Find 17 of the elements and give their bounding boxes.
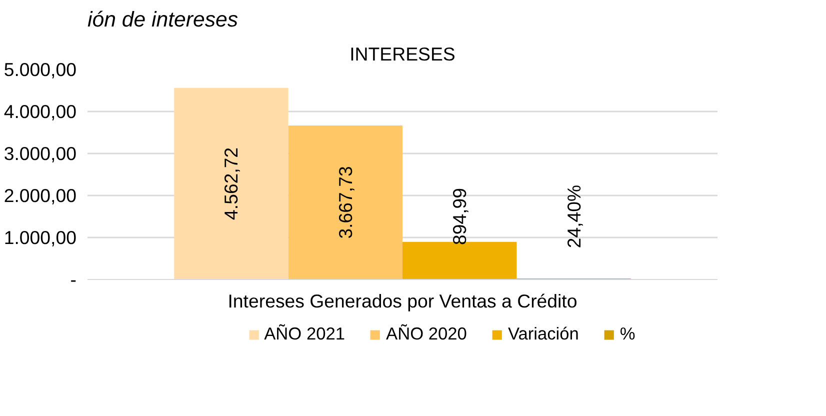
legend-label: AÑO 2020 bbox=[386, 324, 467, 344]
y-tick-label: 2.000,00 bbox=[4, 185, 77, 206]
legend-label: % bbox=[620, 324, 636, 344]
y-tick-label: 1.000,00 bbox=[4, 227, 77, 248]
x-tick-label: Intereses Generados por Ventas a Crédito bbox=[228, 290, 578, 312]
data-label: 3.667,73 bbox=[334, 166, 356, 239]
y-tick-label: 3.000,00 bbox=[4, 143, 77, 164]
text: ión de intereses bbox=[88, 8, 238, 32]
legend-label: AÑO 2021 bbox=[264, 324, 346, 344]
y-tick-label: - bbox=[70, 269, 77, 290]
y-tick-label: 4.000,00 bbox=[4, 101, 77, 122]
legend-label: Variación bbox=[508, 324, 579, 344]
y-tick-label: 5.000,00 bbox=[4, 59, 77, 80]
data-label: 4.562,72 bbox=[220, 147, 242, 220]
data-label: 24,40% bbox=[563, 184, 584, 248]
chart-title: INTERESES bbox=[350, 44, 456, 64]
data-label: 894,99 bbox=[449, 188, 470, 246]
